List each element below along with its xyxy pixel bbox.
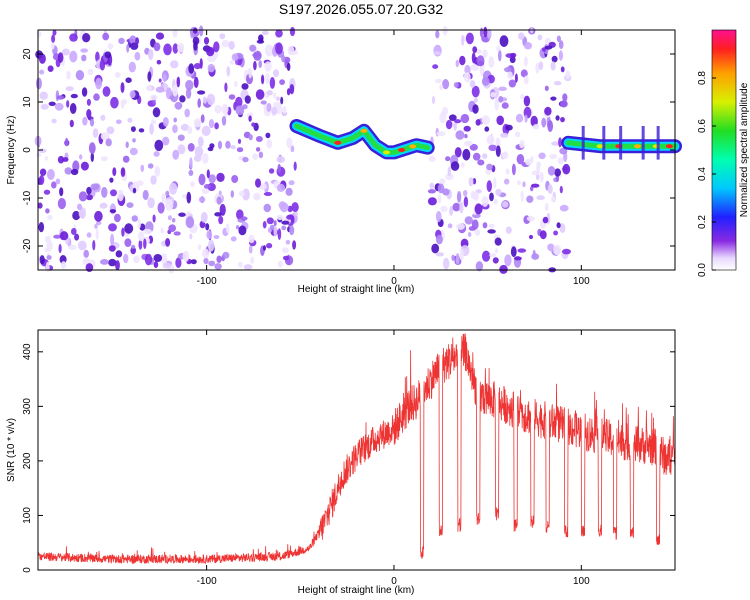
noise-regions xyxy=(34,25,572,274)
colorbar-gradient xyxy=(712,30,736,270)
snr-y-ticks: 0 100 200 300 400 xyxy=(22,343,675,573)
snr-x-ticks: -100 0 100 xyxy=(197,330,590,587)
colorbar-tick-label: 0.0 xyxy=(697,263,708,277)
snr-panel: -100 0 100 0 100 200 300 400 Height of straigh… xyxy=(6,329,676,596)
y-tick-label: -20 xyxy=(22,238,33,253)
snr-series xyxy=(37,333,676,565)
trace-hotspot xyxy=(334,140,342,145)
y-tick-label: 100 xyxy=(22,507,33,524)
x-tick-label: -100 xyxy=(197,276,217,287)
colorbar-tick-label: 0.8 xyxy=(697,71,708,85)
x-tick-label: 0 xyxy=(391,276,397,287)
trace-hotspot xyxy=(398,148,405,152)
spectrogram-x-ticks: -100 0 100 xyxy=(197,30,590,287)
spectrogram-x-label: Height of straight line (km) xyxy=(298,284,415,295)
snr-line xyxy=(37,333,676,565)
snr-y-label: SNR (10 * v/v) xyxy=(6,418,17,482)
noise-region-2 xyxy=(427,26,572,274)
colorbar-tick-label: 0.4 xyxy=(697,167,708,181)
y-tick-label: 0 xyxy=(22,147,33,153)
x-tick-label: 100 xyxy=(573,276,590,287)
snr-frame xyxy=(37,329,676,571)
colorbar-label: Normalized spectral amplitude xyxy=(739,82,750,217)
y-tick-label: 0 xyxy=(22,567,33,573)
y-tick-label: -10 xyxy=(22,190,33,205)
x-tick-label: 100 xyxy=(573,576,590,587)
y-tick-label: 200 xyxy=(22,452,33,469)
trace-hotspot xyxy=(634,144,641,149)
spectrogram-y-ticks: -20 -10 0 10 20 xyxy=(22,48,675,253)
x-tick-label: 0 xyxy=(391,576,397,587)
chart-title: S197.2026.055.07.20.G32 xyxy=(279,1,443,17)
spectrogram-y-label: Frequency (Hz) xyxy=(6,116,17,185)
trace-hotspot xyxy=(665,144,673,149)
y-tick-label: 300 xyxy=(22,398,33,415)
y-tick-label: 10 xyxy=(22,96,33,108)
colorbar: 0.0 0.2 0.4 0.6 0.8 Normalized spectral ampl… xyxy=(697,29,750,277)
colorbar-frame xyxy=(711,29,737,271)
trace-hotspot xyxy=(409,144,417,149)
colorbar-tick-label: 0.6 xyxy=(697,119,708,133)
y-tick-label: 400 xyxy=(22,343,33,360)
noise-region-1 xyxy=(34,25,299,274)
snr-x-label: Height of straight line (km) xyxy=(298,585,415,596)
trace-hotspot xyxy=(360,128,368,133)
colorbar-ticks: 0.0 0.2 0.4 0.6 0.8 xyxy=(697,71,716,277)
x-tick-label: -100 xyxy=(197,576,217,587)
y-tick-label: 20 xyxy=(22,48,33,60)
colorbar-tick-label: 0.2 xyxy=(697,215,708,229)
trace-hotspot xyxy=(596,144,604,149)
frequency-trace xyxy=(289,119,682,160)
trace-hotspot xyxy=(383,150,390,155)
